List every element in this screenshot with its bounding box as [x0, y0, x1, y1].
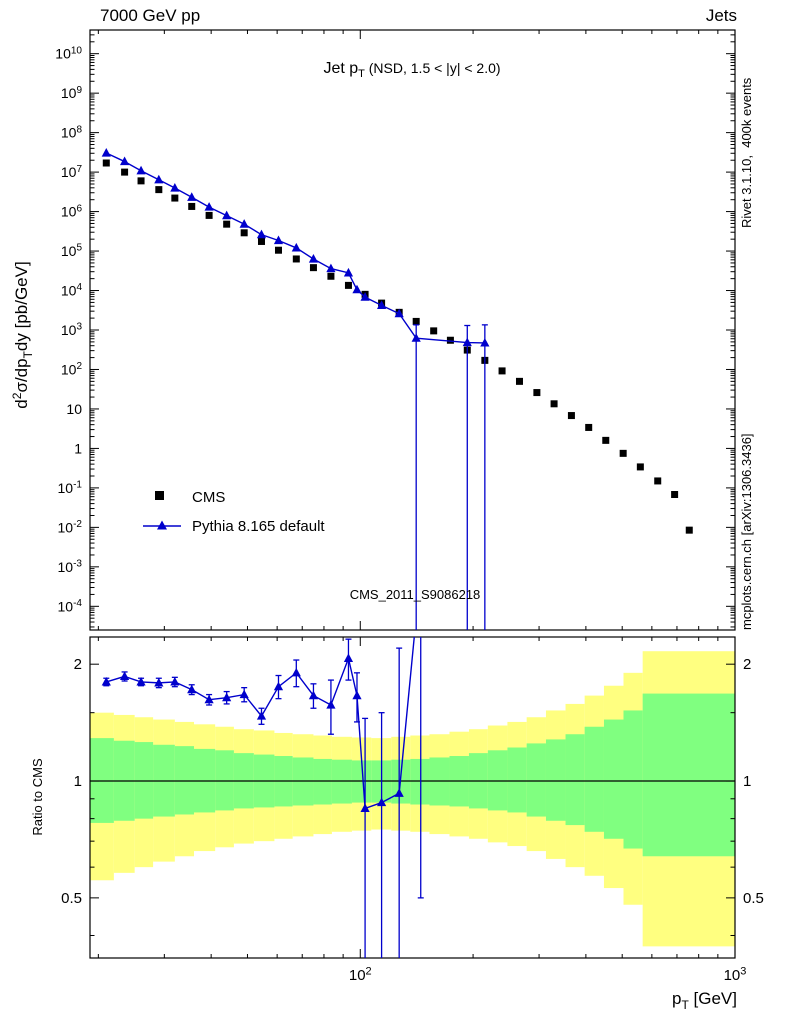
legend-cms-marker-icon — [155, 491, 164, 500]
svg-text:2: 2 — [74, 656, 82, 673]
rivet-version-label: Rivet 3.1.10, 400k events — [739, 77, 754, 228]
legend-cms-label: CMS — [192, 489, 225, 506]
main-panel-data — [101, 147, 693, 630]
pythia-line — [105, 152, 485, 344]
svg-text:1010: 1010 — [55, 45, 82, 61]
svg-text:106: 106 — [61, 203, 83, 219]
svg-text:104: 104 — [61, 282, 83, 298]
svg-text:1: 1 — [74, 440, 82, 456]
svg-text:103: 103 — [61, 322, 83, 338]
svg-text:10-3: 10-3 — [58, 559, 83, 575]
analysis-id-watermark: CMS_2011_S9086218 — [350, 587, 481, 602]
ratio-panel-data — [101, 637, 424, 958]
svg-text:103: 103 — [724, 965, 747, 984]
svg-text:10-4: 10-4 — [58, 598, 83, 614]
chart-layers: 10-410-310-210-1110102103104105106107108… — [55, 29, 764, 984]
pythia-error-bars — [413, 324, 488, 630]
axis-ticks — [90, 30, 736, 958]
svg-text:108: 108 — [61, 124, 83, 140]
ratio-markers — [101, 653, 404, 813]
svg-text:107: 107 — [61, 164, 83, 180]
svg-text:102: 102 — [349, 965, 372, 984]
ratio-y-axis-label: Ratio to CMS — [30, 758, 45, 836]
beam-energy-label: 7000 GeV pp — [100, 6, 200, 25]
svg-text:1: 1 — [74, 773, 82, 790]
panel-frames — [89, 29, 736, 959]
main-y-axis-label: d2σ/dpTdy [pb/GeV] — [10, 261, 35, 408]
legend: CMS Pythia 8.165 default — [143, 489, 325, 535]
svg-text:102: 102 — [61, 361, 83, 377]
svg-text:105: 105 — [61, 243, 83, 259]
ratio-line — [106, 637, 415, 810]
svg-text:2: 2 — [743, 656, 751, 673]
svg-text:0.5: 0.5 — [61, 890, 82, 907]
legend-pythia-label: Pythia 8.165 default — [192, 518, 325, 535]
ratio-error-bars — [103, 637, 424, 958]
legend-pythia-marker-icon — [157, 520, 167, 530]
svg-text:1: 1 — [743, 773, 751, 790]
analysis-group-label: Jets — [706, 6, 737, 25]
cms-data-points — [102, 159, 693, 534]
svg-text:10: 10 — [66, 401, 82, 417]
ratio-uncertainty-bands — [90, 651, 735, 947]
pythia-markers — [101, 147, 490, 347]
mcplots-credit-label: mcplots.cern.ch [arXiv:1306.3436] — [739, 433, 754, 630]
x-axis-label: pT [GeV] — [672, 989, 737, 1012]
svg-text:10-1: 10-1 — [58, 480, 83, 496]
svg-text:0.5: 0.5 — [743, 890, 764, 907]
tick-labels: 10-410-310-210-1110102103104105106107108… — [55, 45, 764, 984]
svg-text:109: 109 — [61, 85, 83, 101]
plot-title: Jet pT (NSD, 1.5 < |y| < 2.0) — [323, 60, 500, 80]
svg-text:10-2: 10-2 — [58, 519, 83, 535]
